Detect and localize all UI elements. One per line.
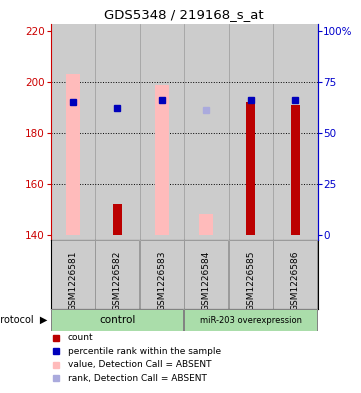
Bar: [273, 240, 317, 309]
Text: percentile rank within the sample: percentile rank within the sample: [68, 347, 221, 356]
Text: GSM1226584: GSM1226584: [202, 250, 211, 311]
Bar: [155, 84, 169, 235]
Bar: [184, 309, 317, 331]
Bar: [184, 24, 229, 240]
Bar: [140, 240, 184, 309]
Bar: [229, 240, 273, 309]
Bar: [95, 24, 139, 240]
Text: GSM1226585: GSM1226585: [247, 250, 255, 311]
Bar: [199, 215, 213, 235]
Text: protocol  ▶: protocol ▶: [0, 315, 47, 325]
Bar: [113, 204, 122, 235]
Text: count: count: [68, 333, 93, 342]
Bar: [66, 75, 80, 235]
Bar: [51, 309, 183, 331]
Bar: [184, 240, 229, 309]
Title: GDS5348 / 219168_s_at: GDS5348 / 219168_s_at: [104, 8, 264, 21]
Bar: [51, 24, 95, 240]
Text: value, Detection Call = ABSENT: value, Detection Call = ABSENT: [68, 360, 212, 369]
Bar: [140, 24, 184, 240]
Bar: [51, 240, 95, 309]
Bar: [95, 240, 139, 309]
Text: GSM1226582: GSM1226582: [113, 250, 122, 311]
Text: control: control: [99, 315, 135, 325]
Bar: [273, 24, 317, 240]
Text: rank, Detection Call = ABSENT: rank, Detection Call = ABSENT: [68, 374, 207, 383]
Bar: [291, 105, 300, 235]
Text: miR-203 overexpression: miR-203 overexpression: [200, 316, 302, 325]
Text: GSM1226581: GSM1226581: [68, 250, 77, 311]
Bar: [247, 103, 255, 235]
Text: GSM1226586: GSM1226586: [291, 250, 300, 311]
Bar: [229, 24, 273, 240]
Text: GSM1226583: GSM1226583: [157, 250, 166, 311]
